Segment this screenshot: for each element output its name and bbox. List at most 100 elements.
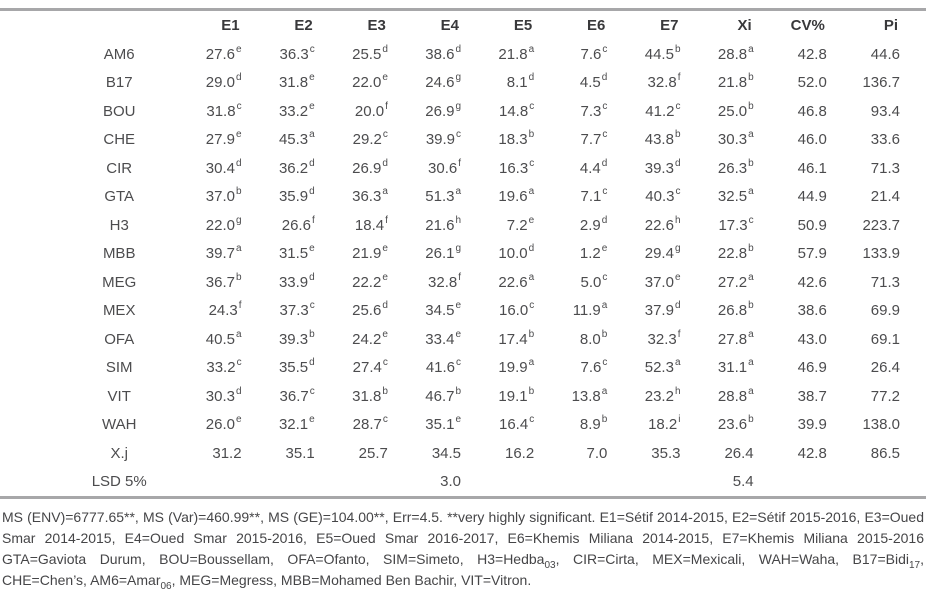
table-cell: 1.2e xyxy=(560,240,633,269)
cell-value: 7.1 xyxy=(580,188,602,206)
cell-value: 28.8 xyxy=(717,45,748,63)
table-cell: 18.4f xyxy=(341,211,414,240)
table-cell: 22.0g xyxy=(194,211,267,240)
cell-superscript: h xyxy=(674,214,681,226)
cell-superscript: d xyxy=(528,243,535,255)
cell-superscript: e xyxy=(309,414,315,426)
cell-value: 8.1 xyxy=(506,74,528,92)
table-cell: 5.0c xyxy=(560,268,633,297)
cell-superscript: a xyxy=(748,271,754,283)
table-cell: 42.6 xyxy=(780,268,853,297)
cell-superscript: a xyxy=(236,328,242,340)
table-cell: 35.1 xyxy=(268,439,341,468)
table-cell: 44.6 xyxy=(853,40,926,69)
table-cell: 44.5b xyxy=(633,40,706,69)
cell-value: 86.5 xyxy=(870,444,900,462)
table-cell: 40.5a xyxy=(194,325,267,354)
cell-value: 77.2 xyxy=(870,387,900,405)
table-cell: 30.3d xyxy=(194,382,267,411)
cell-superscript: e xyxy=(382,243,388,255)
table-cell: 19.6a xyxy=(487,183,560,212)
table-cell: 23.2h xyxy=(633,382,706,411)
table-cell: 33.6 xyxy=(853,126,926,155)
table-cell: 42.8 xyxy=(780,439,853,468)
table-cell: 138.0 xyxy=(853,411,926,440)
cell-superscript: f xyxy=(311,214,315,226)
cell-value: 31.8 xyxy=(206,102,236,120)
table-row: MEX 24.3f 37.3c 25.6d 34.5e 16.0c 11.9a 37.9d 26… xyxy=(0,297,926,326)
table-cell: 39.3d xyxy=(633,154,706,183)
cell-value: 26.9 xyxy=(352,159,382,177)
cell-value: 223.7 xyxy=(862,216,900,234)
cell-superscript: i xyxy=(678,414,681,426)
cell-superscript: b xyxy=(748,72,754,84)
cell-value: 31.2 xyxy=(212,444,242,462)
table-cell: 27.4c xyxy=(341,354,414,383)
cell-superscript: e xyxy=(309,100,315,112)
table-cell: 46.8 xyxy=(780,97,853,126)
cell-value: 71.3 xyxy=(870,159,900,177)
rule-top xyxy=(0,8,926,11)
rule-bottom xyxy=(0,496,926,499)
cell-value: 138.0 xyxy=(862,416,900,434)
table-cell: 223.7 xyxy=(853,211,926,240)
table-cell: 31.8b xyxy=(341,382,414,411)
table-cell: 29.0d xyxy=(194,69,267,98)
cell-value: 16.4 xyxy=(498,416,529,434)
table-cell: 36.7b xyxy=(194,268,267,297)
cell-value: 35.1 xyxy=(425,416,455,434)
table-cell: 32.8f xyxy=(414,268,487,297)
cell-value: 33.4 xyxy=(425,330,455,348)
footnote-text: , CHE=Chen’s, AM6=Amar xyxy=(2,551,925,588)
table-cell: 27.6e xyxy=(194,40,267,69)
cell-superscript: e xyxy=(382,72,388,84)
table-cell: 17.4b xyxy=(487,325,560,354)
cell-superscript: c xyxy=(529,157,535,169)
table-cell: 46.1 xyxy=(780,154,853,183)
table-row: AM6 27.6e 36.3c 25.5d 38.6d 21.8a 7.6c 44.5b 28.… xyxy=(0,40,926,69)
table-cell: 37.0e xyxy=(633,268,706,297)
table-cell: 52.0 xyxy=(780,69,853,98)
row-label: BOU xyxy=(102,102,136,120)
table-cell: 40.3c xyxy=(633,183,706,212)
cell-value: 46.0 xyxy=(797,131,827,149)
cell-superscript: e xyxy=(601,243,608,255)
cell-value: 4.5 xyxy=(579,74,601,92)
table-cell: 71.3 xyxy=(853,268,926,297)
table-cell: 46.9 xyxy=(780,354,853,383)
cell-value: 17.4 xyxy=(498,330,528,348)
cell-value: 8.9 xyxy=(579,416,601,434)
cell-value: 22.2 xyxy=(352,273,382,291)
table-cell: 22.6a xyxy=(487,268,560,297)
table-cell: 7.1c xyxy=(560,183,633,212)
table-row: WAH 26.0e 32.1e 28.7c 35.1e 16.4c 8.9b 18.2i 23.… xyxy=(0,411,926,440)
table-cell: 26.3b xyxy=(707,154,780,183)
cell-superscript: a xyxy=(601,300,608,312)
cell-value: 35.5 xyxy=(278,359,309,377)
cell-superscript: d xyxy=(236,157,242,169)
cell-value: 26.8 xyxy=(717,302,748,320)
cell-value: 27.2 xyxy=(717,273,748,291)
cell-superscript: c xyxy=(309,385,315,397)
table-cell: 7.7c xyxy=(560,126,633,155)
table-cell: 28.8a xyxy=(707,382,780,411)
cell-value: 26.1 xyxy=(425,245,455,263)
table-cell: 30.6f xyxy=(414,154,487,183)
cell-superscript: h xyxy=(455,214,462,226)
table-row: CHE 27.9e 45.3a 29.2c 39.9c 18.3b 7.7c 43.8b 30.… xyxy=(0,126,926,155)
table-cell: 71.3 xyxy=(853,154,926,183)
table-cell: 46.0 xyxy=(780,126,853,155)
table-cell xyxy=(341,468,414,497)
cell-value: 32.5 xyxy=(717,188,748,206)
cell-superscript: a xyxy=(528,357,535,369)
cell-value: 25.7 xyxy=(358,444,388,462)
cell-superscript: d xyxy=(382,157,388,169)
table-cell: 25.7 xyxy=(341,439,414,468)
cell-superscript: d xyxy=(309,271,315,283)
table-cell: 30.4d xyxy=(194,154,267,183)
cell-value: 38.6 xyxy=(797,302,827,320)
table-cell: 69.1 xyxy=(853,325,926,354)
table-cell: 18.3b xyxy=(487,126,560,155)
cell-superscript: d xyxy=(309,357,315,369)
table-cell xyxy=(194,468,267,497)
